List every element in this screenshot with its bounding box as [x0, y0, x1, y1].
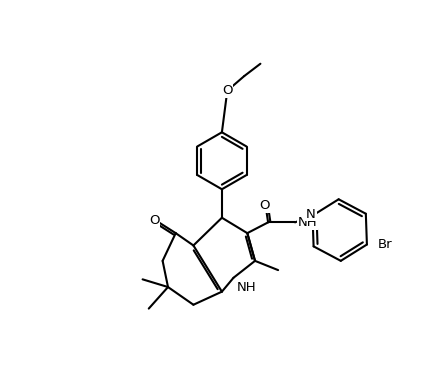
- Text: O: O: [222, 84, 232, 97]
- Text: O: O: [259, 199, 270, 212]
- Text: O: O: [149, 215, 160, 227]
- Text: NH: NH: [236, 281, 256, 294]
- Text: NH: NH: [298, 216, 318, 229]
- Text: Br: Br: [378, 238, 392, 251]
- Text: N: N: [306, 207, 316, 221]
